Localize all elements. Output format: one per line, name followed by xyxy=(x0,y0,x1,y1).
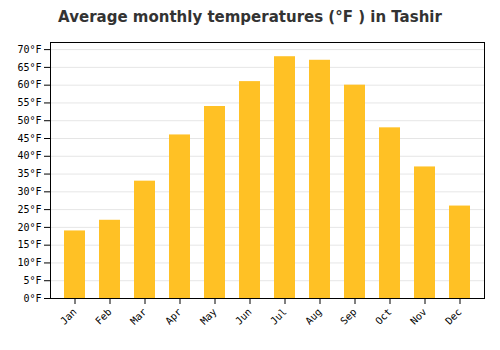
svg-text:35°F: 35°F xyxy=(17,168,41,179)
svg-text:15°F: 15°F xyxy=(17,239,41,250)
svg-text:25°F: 25°F xyxy=(17,204,41,215)
svg-text:65°F: 65°F xyxy=(17,62,41,73)
svg-text:Aug: Aug xyxy=(303,306,324,327)
svg-text:Nov: Nov xyxy=(408,306,429,327)
svg-text:Apr: Apr xyxy=(163,306,184,327)
svg-text:Sep: Sep xyxy=(338,306,359,327)
svg-text:Dec: Dec xyxy=(443,306,464,327)
svg-text:Oct: Oct xyxy=(373,306,394,327)
svg-text:60°F: 60°F xyxy=(17,79,41,90)
svg-text:30°F: 30°F xyxy=(17,186,41,197)
svg-text:20°F: 20°F xyxy=(17,222,41,233)
svg-text:Jun: Jun xyxy=(233,306,254,327)
svg-text:May: May xyxy=(198,306,219,327)
svg-text:45°F: 45°F xyxy=(17,133,41,144)
svg-text:Jan: Jan xyxy=(58,306,79,327)
svg-text:0°F: 0°F xyxy=(23,293,41,304)
svg-text:Jul: Jul xyxy=(268,306,289,327)
svg-text:Feb: Feb xyxy=(93,306,114,327)
svg-text:70°F: 70°F xyxy=(17,44,41,55)
svg-text:50°F: 50°F xyxy=(17,115,41,126)
svg-text:40°F: 40°F xyxy=(17,150,41,161)
html-text:Average monthly temperatures (: Average monthly temperatures (°F ) in Ta… xyxy=(58,8,442,26)
svg-text:5°F: 5°F xyxy=(23,275,41,286)
svg-text:55°F: 55°F xyxy=(17,97,41,108)
svg-text:10°F: 10°F xyxy=(17,257,41,268)
svg-text:Mar: Mar xyxy=(128,306,149,327)
